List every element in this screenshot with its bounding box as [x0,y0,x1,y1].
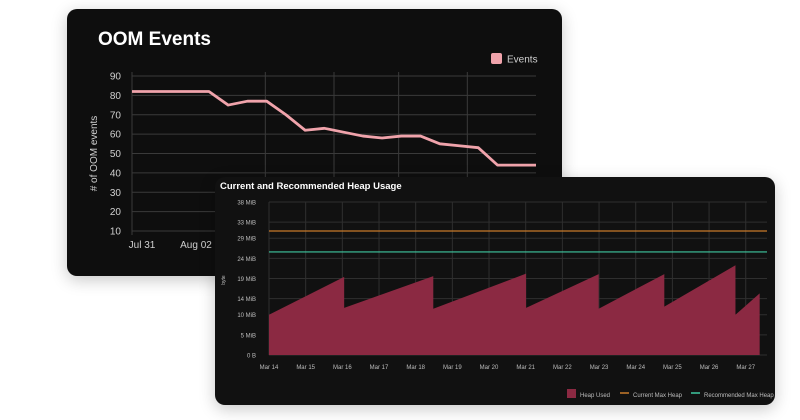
heap-x-tick-label: Mar 20 [480,365,499,371]
heap-x-tick-label: Mar 17 [370,365,389,371]
oom-y-tick-label: 60 [110,130,122,141]
heap-x-tick-label: Mar 27 [736,365,755,371]
heap-y-tick-label: 29 MiB [237,237,256,243]
heap-legend-label-recommended: Recommended Max Heap [704,393,774,399]
heap-x-tick-label: Mar 21 [516,365,535,371]
oom-y-tick-label: 80 [110,91,122,102]
heap-y-tick-label: 14 MiB [237,297,256,303]
oom-y-tick-label: 70 [110,110,122,121]
oom-legend-swatch [491,53,502,64]
heap-x-tick-label: Mar 23 [590,365,609,371]
heap-x-tick-label: Mar 26 [700,365,719,371]
heap-x-tick-label: Mar 25 [663,365,682,371]
heap-usage-chart: 38 MiB 33 MiB 29 MiB 24 MiB 19 MiB 14 MiB 10 M… [221,201,774,400]
heap-legend-label-used: Heap Used [580,393,610,399]
heap-x-tick-label: Mar 18 [406,365,425,371]
heap-y-tick-label: 33 MiB [237,221,256,227]
heap-y-tick-label: 0 B [247,354,256,360]
heap-x-tick-label: Mar 22 [553,365,572,371]
heap-y-tick-label: 24 MiB [237,257,256,263]
heap-y-axis-label: byte [221,275,227,285]
oom-y-tick-label: 30 [110,188,122,199]
heap-y-tick-label: 10 MiB [237,313,256,319]
oom-chart-title: OOM Events [98,29,211,50]
heap-legend-swatch-used [567,389,576,398]
oom-x-tick-label: Jul 31 [129,240,156,251]
heap-x-tick-label: Mar 19 [443,365,462,371]
heap-y-tick-label: 5 MiB [241,333,256,339]
oom-events-line [132,90,536,167]
heap-x-tick-label: Mar 14 [260,365,279,371]
oom-y-tick-label: 40 [110,168,122,179]
heap-x-tick-label: Mar 16 [333,365,352,371]
heap-x-tick-label: Mar 15 [296,365,315,371]
heap-legend-label-current: Current Max Heap [633,393,683,399]
heap-y-tick-label: 19 MiB [237,277,256,283]
oom-y-tick-label: 50 [110,149,122,160]
oom-x-tick-label: Aug 02 [180,240,212,251]
heap-used-area [269,265,767,355]
oom-y-tick-label: 20 [110,207,122,218]
heap-y-tick-label: 38 MiB [237,201,256,207]
heap-x-tick-label: Mar 24 [626,365,645,371]
oom-events-chart: 90 80 70 60 50 40 30 20 10 Jul 31 Aug 02 # of OOM e… [89,53,538,251]
heap-usage-card: Current and Recommended Heap Usage 38 Mi… [215,177,775,405]
oom-legend-label: Events [507,55,538,66]
oom-y-axis-label: # of OOM events [89,116,100,192]
oom-y-tick-label: 10 [110,227,122,238]
oom-y-tick-label: 90 [110,72,122,83]
heap-chart-title: Current and Recommended Heap Usage [220,181,402,192]
